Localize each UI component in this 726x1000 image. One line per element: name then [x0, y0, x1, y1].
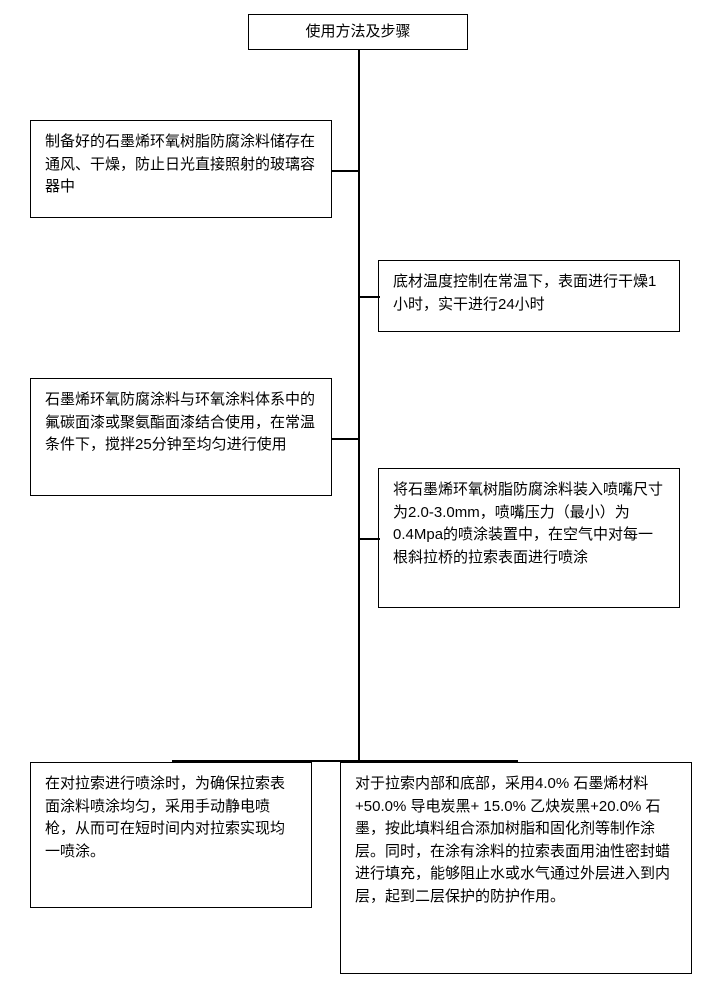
node-text: 底材温度控制在常温下，表面进行干燥1小时，实干进行24小时: [393, 273, 656, 313]
node-spray-device: 将石墨烯环氧树脂防腐涂料装入喷嘴尺寸为2.0-3.0mm，喷嘴压力（最小）为0.…: [378, 468, 680, 608]
connector-n4: [358, 538, 380, 540]
connector-n1: [332, 170, 360, 172]
node-text: 对于拉索内部和底部，采用4.0% 石墨烯材料+50.0% 导电炭黑+ 15.0%…: [355, 775, 670, 905]
node-text: 将石墨烯环氧树脂防腐涂料装入喷嘴尺寸为2.0-3.0mm，喷嘴压力（最小）为0.…: [393, 481, 663, 566]
connector-n3: [332, 438, 360, 440]
node-spray-gun: 在对拉索进行喷涂时，为确保拉索表面涂料喷涂均匀，采用手动静电喷枪，从而可在短时间…: [30, 762, 312, 908]
connector-n2: [358, 296, 380, 298]
title-box: 使用方法及步骤: [248, 14, 468, 50]
title-text: 使用方法及步骤: [305, 23, 410, 40]
main-vertical-line: [358, 50, 360, 762]
node-inner-coating: 对于拉索内部和底部，采用4.0% 石墨烯材料+50.0% 导电炭黑+ 15.0%…: [340, 762, 692, 974]
flowchart-container: 使用方法及步骤 制备好的石墨烯环氧树脂防腐涂料储存在通风、干燥，防止日光直接照射…: [0, 0, 726, 1000]
node-text: 在对拉索进行喷涂时，为确保拉索表面涂料喷涂均匀，采用手动静电喷枪，从而可在短时间…: [45, 775, 285, 860]
node-text: 制备好的石墨烯环氧树脂防腐涂料储存在通风、干燥，防止日光直接照射的玻璃容器中: [45, 133, 315, 195]
node-substrate-temp: 底材温度控制在常温下，表面进行干燥1小时，实干进行24小时: [378, 260, 680, 332]
node-mixing: 石墨烯环氧防腐涂料与环氧涂料体系中的氟碳面漆或聚氨酯面漆结合使用，在常温条件下，…: [30, 378, 332, 496]
node-text: 石墨烯环氧防腐涂料与环氧涂料体系中的氟碳面漆或聚氨酯面漆结合使用，在常温条件下，…: [45, 391, 315, 453]
node-storage: 制备好的石墨烯环氧树脂防腐涂料储存在通风、干燥，防止日光直接照射的玻璃容器中: [30, 120, 332, 218]
